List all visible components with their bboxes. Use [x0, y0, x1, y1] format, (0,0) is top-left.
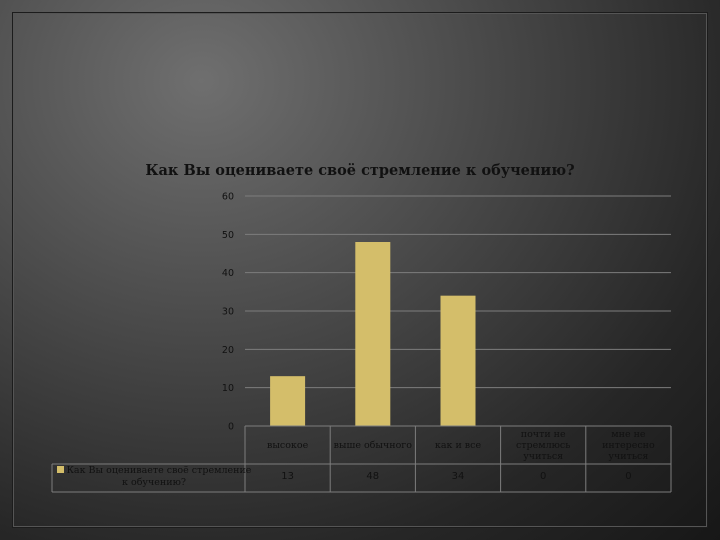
value-label: 34	[451, 471, 465, 482]
value-label: 0	[625, 471, 632, 482]
y-tick-label: 60	[222, 192, 234, 203]
value-label: 13	[281, 471, 294, 482]
y-tick-label: 0	[228, 422, 234, 433]
legend-label: Как Вы оцениваете своё стремление к обуч…	[66, 465, 252, 488]
value-label: 48	[366, 471, 380, 482]
bar	[440, 295, 476, 426]
category-label: мне не интересно учиться	[602, 428, 655, 462]
y-tick-label: 10	[222, 383, 234, 394]
y-tick-label: 20	[222, 345, 234, 356]
slide-frame	[12, 12, 708, 528]
category-label: высокое	[266, 439, 309, 451]
bar	[355, 242, 391, 426]
value-label: 0	[540, 471, 547, 482]
y-tick-label: 30	[222, 307, 234, 318]
legend-entry: Как Вы оцениваете своё стремление к обуч…	[56, 465, 252, 489]
category-label: почти не стремлюсь учиться	[515, 428, 571, 462]
bar	[270, 376, 306, 426]
y-tick-label: 50	[222, 230, 234, 241]
y-tick-label: 40	[222, 268, 234, 279]
category-label: как и все	[434, 439, 482, 451]
legend-swatch	[56, 466, 64, 473]
category-label: выше обычного	[333, 439, 412, 451]
chart-title: Как Вы оцениваете своё стремление к обуч…	[145, 162, 575, 179]
